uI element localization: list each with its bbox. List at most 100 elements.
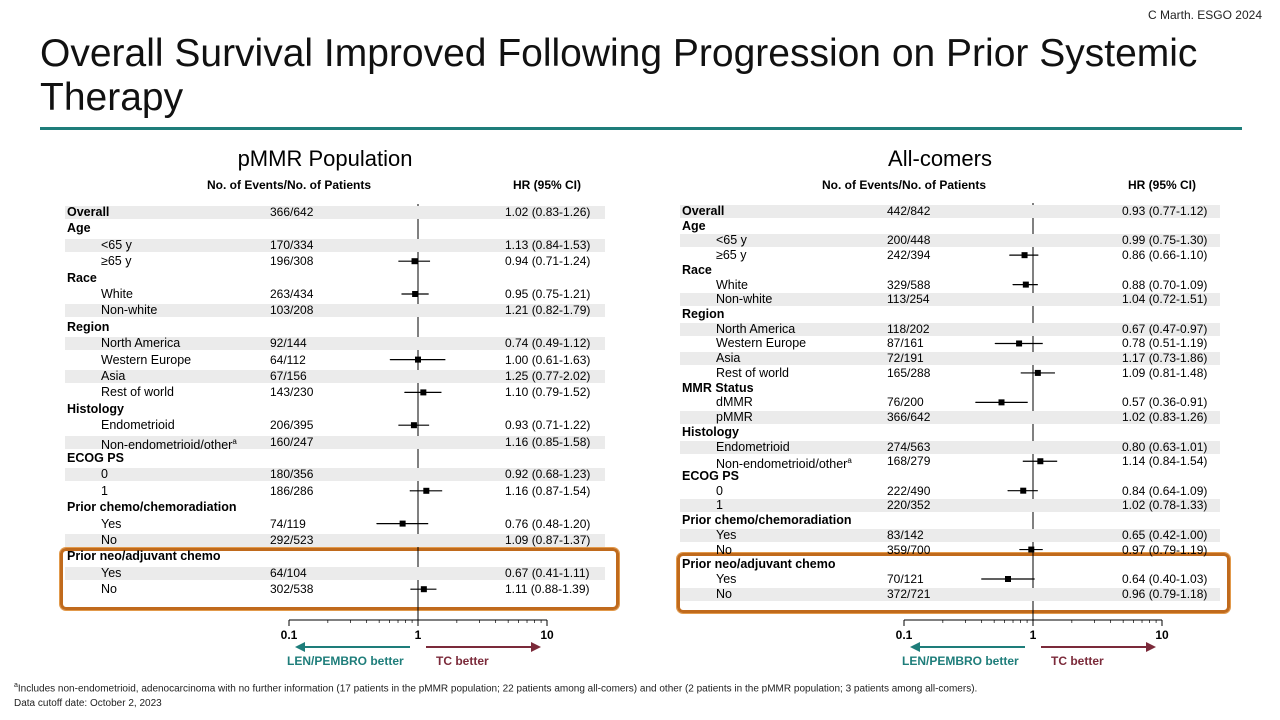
row-shading xyxy=(680,352,1220,366)
hr-ci-value: 0.57 (0.36-0.91) xyxy=(1122,395,1208,410)
subgroup-label: ≥65 y xyxy=(101,254,132,269)
forest-plot-all-comers: All-comers No. of Events/No. of Patients H… xyxy=(660,140,1230,680)
subgroup-label: No xyxy=(716,586,732,601)
footnote-marker: a xyxy=(232,436,237,446)
hr-ci-value: 1.02 (0.83-1.26) xyxy=(505,205,591,219)
subgroup-label: Endometrioid xyxy=(716,439,790,454)
subgroup-label: ≥65 y xyxy=(716,248,747,263)
events-value: 87/161 xyxy=(887,336,924,351)
events-value: 263/434 xyxy=(270,287,314,301)
row-shading xyxy=(680,440,1220,454)
row-shading xyxy=(680,234,1220,248)
hr-ci-value: 1.09 (0.87-1.37) xyxy=(505,533,591,547)
subgroup-label: No xyxy=(101,582,117,597)
hr-ci-value: 1.10 (0.79-1.52) xyxy=(505,385,591,400)
events-value: 359/700 xyxy=(887,542,931,557)
hr-ci-value: 1.04 (0.72-1.51) xyxy=(1122,292,1208,307)
row-shading xyxy=(680,411,1220,425)
len-pembro-better-label: LEN/PEMBRO better xyxy=(287,654,404,668)
hr-ci-value: 1.21 (0.82-1.79) xyxy=(505,303,591,318)
category-label: Histology xyxy=(67,401,124,416)
x-tick-label: 10 xyxy=(540,628,554,642)
x-tick-label: 1 xyxy=(1029,628,1037,642)
hr-ci-value: 0.86 (0.66-1.10) xyxy=(1122,248,1208,263)
subgroup-label: Rest of world xyxy=(716,365,789,380)
subgroup-label: White xyxy=(716,277,748,292)
row-shading xyxy=(680,322,1220,336)
category-label: Race xyxy=(682,262,712,277)
subgroup-label: White xyxy=(101,287,133,301)
row-shading xyxy=(65,304,605,318)
hr-ci-value: 0.74 (0.49-1.12) xyxy=(505,336,591,351)
category-label: Overall xyxy=(682,204,725,218)
row-shading xyxy=(680,587,1220,601)
row-shading xyxy=(65,370,605,383)
events-value: 274/563 xyxy=(887,439,931,454)
events-value: 64/112 xyxy=(270,352,306,367)
forest-plot-pmmr: pMMR Population No. of Events/No. of Pati… xyxy=(45,140,619,680)
forest-plot-svg xyxy=(288,204,548,652)
subgroup-label: North America xyxy=(716,321,796,336)
events-value: 170/334 xyxy=(270,237,314,252)
footnote-marker: a xyxy=(14,682,18,689)
panel-title: All-comers xyxy=(888,146,992,171)
category-label: Prior neo/adjuvant chemo xyxy=(682,557,836,572)
hr-point xyxy=(1028,546,1035,553)
subgroup-label: Non-white xyxy=(101,303,158,318)
hr-ci-value: 1.16 (0.87-1.54) xyxy=(505,483,591,498)
x-tick-label: 10 xyxy=(1155,628,1169,642)
hr-ci-value: 1.02 (0.78-1.33) xyxy=(1122,498,1208,513)
category-label: Prior neo/adjuvant chemo xyxy=(67,549,221,564)
row-shading xyxy=(65,566,605,580)
category-label: Prior chemo/chemoradiation xyxy=(67,500,237,515)
hr-ci-value: 0.64 (0.40-1.03) xyxy=(1122,572,1208,586)
hr-point xyxy=(399,520,406,527)
hr-ci-value: 1.25 (0.77-2.02) xyxy=(505,369,591,383)
events-value: 72/191 xyxy=(887,351,924,366)
hr-ci-value: 0.93 (0.71-1.22) xyxy=(505,418,591,433)
highlight-box-prior-neoadjuvant xyxy=(60,548,619,610)
category-label: Race xyxy=(67,270,97,285)
hr-ci-value: 1.17 (0.73-1.86) xyxy=(1122,351,1208,366)
right-arrow-head xyxy=(1146,642,1156,652)
events-value: 113/254 xyxy=(887,292,930,307)
subgroup-label: Endometrioid xyxy=(101,418,175,433)
hr-ci-value: 0.80 (0.63-1.01) xyxy=(1122,439,1208,454)
hr-ci-value: 0.67 (0.47-0.97) xyxy=(1122,321,1208,336)
hr-point xyxy=(420,389,427,396)
hr-ci-value: 0.99 (0.75-1.30) xyxy=(1122,233,1208,248)
subgroup-label: No xyxy=(101,533,117,547)
row-shading xyxy=(680,293,1220,307)
hr-point xyxy=(412,291,419,297)
hr-point xyxy=(1016,340,1023,347)
events-value: 76/200 xyxy=(887,395,924,410)
subgroup-label: Rest of world xyxy=(101,385,174,400)
subgroup-label: Non-endometrioid/othera xyxy=(101,436,237,452)
footnote-marker: a xyxy=(847,456,852,466)
category-label: Prior chemo/chemoradiation xyxy=(682,513,852,528)
category-label: Region xyxy=(682,307,725,322)
subgroup-label: Yes xyxy=(101,565,122,580)
subgroup-label: Non-white xyxy=(716,292,773,307)
subgroup-label: <65 y xyxy=(101,237,132,252)
subgroup-label: 0 xyxy=(101,467,108,482)
events-value: 83/142 xyxy=(887,527,924,542)
subgroup-label: Asia xyxy=(101,369,126,383)
hr-ci-value: 0.78 (0.51-1.19) xyxy=(1122,336,1208,351)
hr-ci-value: 0.94 (0.71-1.24) xyxy=(505,254,591,269)
hr-column-header: HR (95% CI) xyxy=(513,178,582,192)
events-value: 329/588 xyxy=(887,277,931,292)
hr-ci-value: 1.00 (0.61-1.63) xyxy=(505,352,591,367)
events-value: 103/208 xyxy=(270,303,314,318)
subgroup-label: Western Europe xyxy=(101,352,192,367)
hr-ci-value: 1.11 (0.88-1.39) xyxy=(505,582,590,597)
events-value: 180/356 xyxy=(270,467,314,482)
events-value: 242/394 xyxy=(887,248,931,263)
category-label: ECOG PS xyxy=(682,468,739,483)
hr-point xyxy=(1021,252,1028,259)
subgroup-label: Non-endometrioid/othera xyxy=(716,456,852,472)
x-tick-label: 0.1 xyxy=(895,628,913,642)
hr-point xyxy=(1004,576,1011,582)
x-tick-label: 0.1 xyxy=(280,628,298,642)
subgroup-label: Yes xyxy=(716,572,737,586)
